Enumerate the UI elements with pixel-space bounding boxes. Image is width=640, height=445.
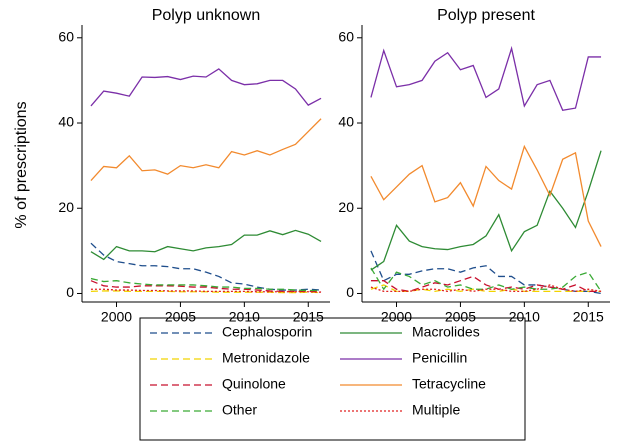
x-tick-label: 2000 xyxy=(381,309,412,325)
series-line xyxy=(370,250,602,295)
x-tick-label: 2010 xyxy=(229,309,260,325)
y-tick-label: 0 xyxy=(66,284,74,300)
x-tick-label: 2015 xyxy=(573,309,604,325)
series-line xyxy=(370,150,602,271)
legend-label: Metronidazole xyxy=(222,350,310,366)
legend-label: Penicillin xyxy=(412,350,467,366)
y-axis-label: % of prescriptions xyxy=(13,101,30,228)
series-line xyxy=(370,144,602,247)
series-line xyxy=(370,275,602,293)
y-tick-label: 40 xyxy=(338,114,354,130)
panel-title: Polyp present xyxy=(437,7,535,24)
series-line xyxy=(90,229,322,261)
panel-title: Polyp unknown xyxy=(152,7,261,24)
legend-label: Macrolides xyxy=(412,324,480,340)
x-tick-label: 2005 xyxy=(165,309,196,325)
legend-label: Other xyxy=(222,402,257,418)
series-line xyxy=(90,280,322,293)
y-tick-label: 0 xyxy=(346,284,354,300)
legend-label: Tetracycline xyxy=(412,376,486,392)
x-tick-label: 2005 xyxy=(445,309,476,325)
series-line xyxy=(90,290,322,294)
legend-label: Multiple xyxy=(412,402,460,418)
series-line xyxy=(90,242,322,291)
y-tick-label: 40 xyxy=(58,114,74,130)
y-tick-label: 20 xyxy=(338,199,354,215)
y-tick-label: 60 xyxy=(338,28,354,44)
series-line xyxy=(370,284,602,293)
y-tick-label: 60 xyxy=(58,28,74,44)
x-tick-label: 2000 xyxy=(101,309,132,325)
x-tick-label: 2010 xyxy=(509,309,540,325)
legend-label: Quinolone xyxy=(222,376,286,392)
series-line xyxy=(90,277,322,292)
x-tick-label: 2015 xyxy=(293,309,324,325)
legend-box xyxy=(139,317,526,441)
series-line xyxy=(370,45,602,111)
series-line xyxy=(90,68,322,107)
y-tick-label: 20 xyxy=(58,199,74,215)
series-line xyxy=(370,267,602,292)
legend-label: Cephalosporin xyxy=(222,324,312,340)
series-line xyxy=(90,118,322,181)
